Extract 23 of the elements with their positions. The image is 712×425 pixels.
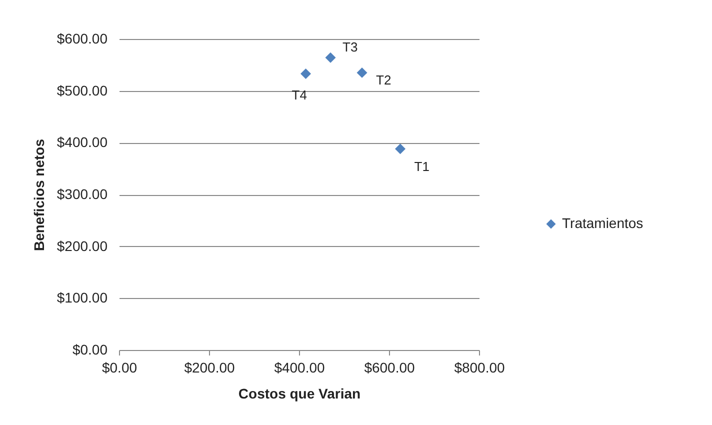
legend-label: Tratamientos	[562, 215, 644, 231]
x-tick-label: $400.00	[274, 360, 326, 376]
x-tick-label: $600.00	[364, 360, 416, 376]
annotation: T3	[342, 40, 358, 55]
x-axis-title: Costos que Varian	[238, 386, 361, 402]
y-axis-title: Beneficios netos	[30, 138, 47, 252]
x-tick-label: $200.00	[184, 360, 236, 376]
point	[300, 68, 311, 79]
y-tick-label: $300.00	[56, 186, 108, 202]
annotation: T2	[376, 72, 392, 88]
point	[325, 52, 336, 63]
point	[395, 144, 406, 154]
y-tick-label: $400.00	[56, 134, 108, 150]
x-tick-label: $800.00	[454, 360, 506, 376]
y-tick-label: $200.00	[56, 238, 108, 254]
x-tick-label: $0.00	[102, 360, 138, 376]
y-tick-label: $100.00	[56, 290, 108, 306]
y-tick-label: $0.00	[72, 342, 108, 358]
y-tick-label: $600.00	[56, 30, 108, 46]
point	[356, 67, 368, 78]
annotation: T1	[414, 158, 430, 174]
y-tick-label: $500.00	[56, 82, 108, 98]
annotation: T4	[292, 88, 307, 103]
